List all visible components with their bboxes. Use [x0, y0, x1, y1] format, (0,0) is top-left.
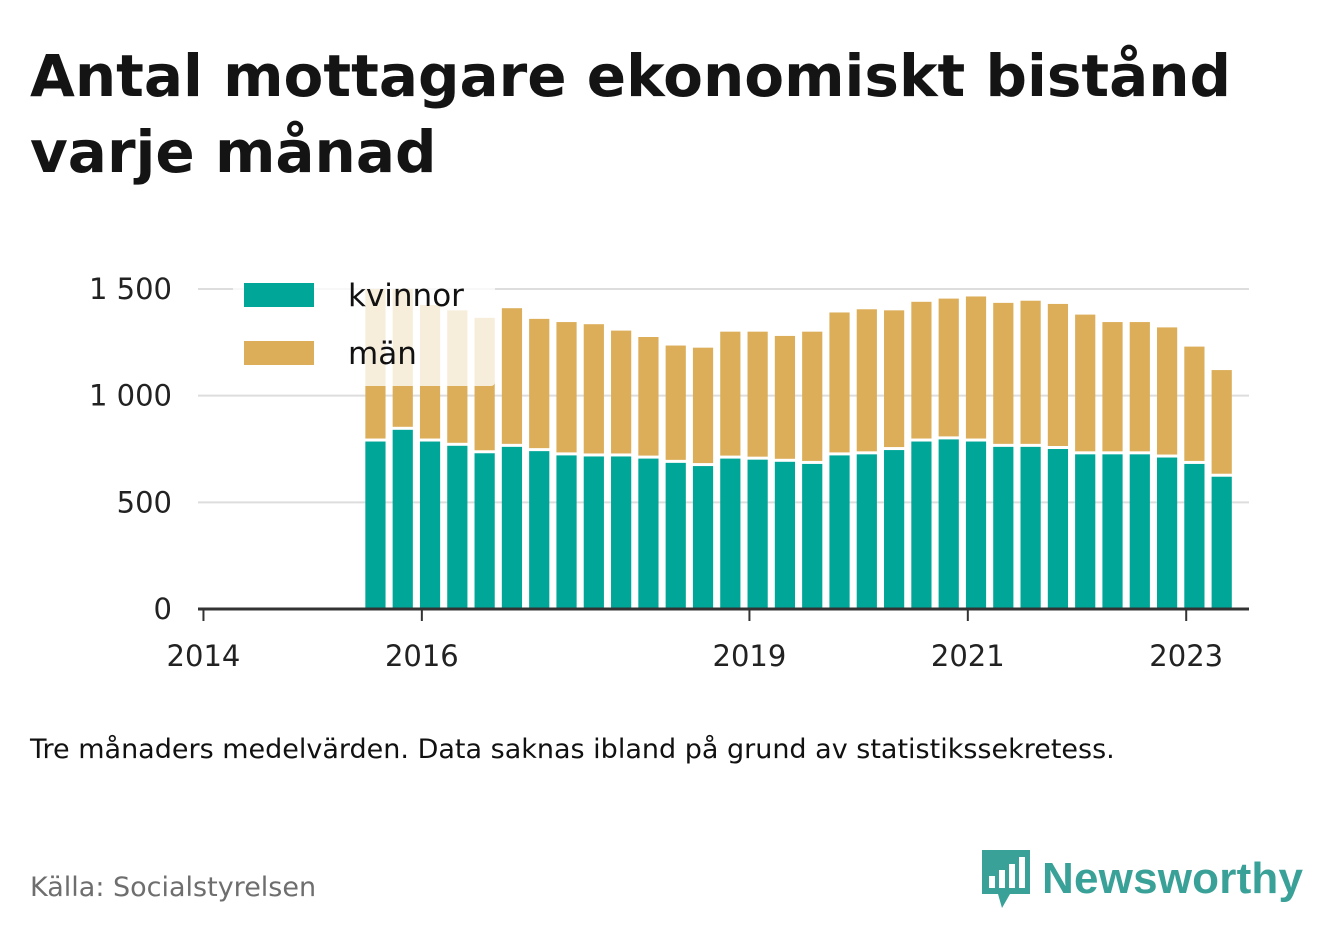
bar-kvinnor [638, 458, 659, 609]
bar-kvinnor [965, 441, 987, 609]
bar-kvinnor [829, 455, 850, 609]
bar-man [802, 331, 823, 461]
bar-kvinnor [1020, 446, 1041, 609]
bar-kvinnor [993, 446, 1014, 609]
bar-kvinnor [692, 466, 714, 609]
bar-chart-speech-bubble-icon [982, 850, 1030, 908]
legend-label-man: män [348, 336, 417, 372]
bar-man [1157, 327, 1178, 455]
bar-man [747, 331, 768, 457]
bar-man [829, 312, 850, 453]
y-axis-ticks: 0 500 1 000 1 500 [89, 272, 172, 626]
bar-kvinnor [447, 445, 468, 609]
bar-man [501, 308, 523, 444]
bars [365, 289, 1232, 609]
bar-man [1075, 314, 1096, 452]
x-tick-label: 2014 [167, 639, 241, 673]
y-tick-label: 1 000 [89, 379, 172, 413]
bar-kvinnor [474, 453, 495, 609]
chart-note: Tre månaders medelvärden. Data saknas ib… [30, 734, 1115, 765]
bar-man [1129, 322, 1150, 452]
legend-label-kvinnor: kvinnor [348, 278, 464, 314]
legend-swatch-man [244, 341, 314, 365]
bar-kvinnor [1129, 454, 1150, 609]
bar-man [856, 309, 877, 452]
bar-kvinnor [1184, 463, 1205, 609]
bar-kvinnor [419, 441, 441, 609]
bar-man [529, 318, 550, 449]
bar-kvinnor [1102, 454, 1123, 609]
bar-kvinnor [556, 455, 577, 609]
bar-kvinnor [392, 429, 413, 609]
bar-man [611, 330, 632, 454]
legend: kvinnor män [233, 278, 495, 386]
brand-name: Newsworthy [1042, 854, 1304, 903]
bar-kvinnor [1075, 454, 1096, 609]
chart-title: Antal mottagare ekonomiskt bistånd varje… [30, 42, 1232, 186]
bar-man [583, 324, 604, 454]
bar-kvinnor [1047, 449, 1069, 609]
bar-man [1020, 300, 1041, 444]
x-tick-label: 2016 [385, 639, 459, 673]
bar-man [938, 298, 959, 437]
bar-kvinnor [747, 459, 768, 609]
bar-kvinnor [720, 458, 741, 609]
bar-kvinnor [1211, 476, 1232, 609]
bar-man [911, 301, 932, 439]
bar-man [665, 345, 686, 460]
bar-man [692, 347, 714, 464]
bar-man [1102, 322, 1123, 452]
bar-kvinnor [774, 461, 796, 609]
x-tick-label: 2021 [931, 639, 1005, 673]
bar-man [1184, 346, 1205, 461]
bar-kvinnor [583, 456, 604, 609]
y-tick-label: 1 500 [89, 272, 172, 306]
bar-man [1047, 303, 1069, 446]
bar-man [965, 296, 987, 439]
bar-kvinnor [938, 439, 959, 609]
bar-kvinnor [501, 446, 523, 609]
bar-kvinnor [529, 451, 550, 609]
y-tick-label: 0 [154, 592, 172, 626]
y-tick-label: 500 [117, 485, 172, 519]
bar-kvinnor [1157, 457, 1178, 609]
bar-kvinnor [611, 456, 632, 609]
bar-man [884, 310, 905, 448]
bar-kvinnor [911, 441, 932, 609]
bar-man [774, 335, 796, 459]
bar-kvinnor [884, 450, 905, 609]
bar-kvinnor [365, 441, 386, 609]
x-tick-label: 2023 [1149, 639, 1223, 673]
x-axis-ticks: 2014 2016 2019 2021 2023 [167, 609, 1223, 673]
legend-swatch-kvinnor [244, 283, 314, 307]
newsworthy-logo: Newsworthy [980, 848, 1303, 910]
bar-man [720, 331, 741, 456]
bar-kvinnor [665, 462, 686, 609]
x-tick-label: 2019 [713, 639, 787, 673]
bar-man [556, 322, 577, 453]
source-credit: Källa: Socialstyrelsen [30, 872, 317, 903]
bar-kvinnor [802, 463, 823, 609]
bar-man [1211, 370, 1232, 474]
bar-man [638, 337, 659, 456]
bar-man [993, 302, 1014, 444]
bar-kvinnor [856, 454, 877, 609]
